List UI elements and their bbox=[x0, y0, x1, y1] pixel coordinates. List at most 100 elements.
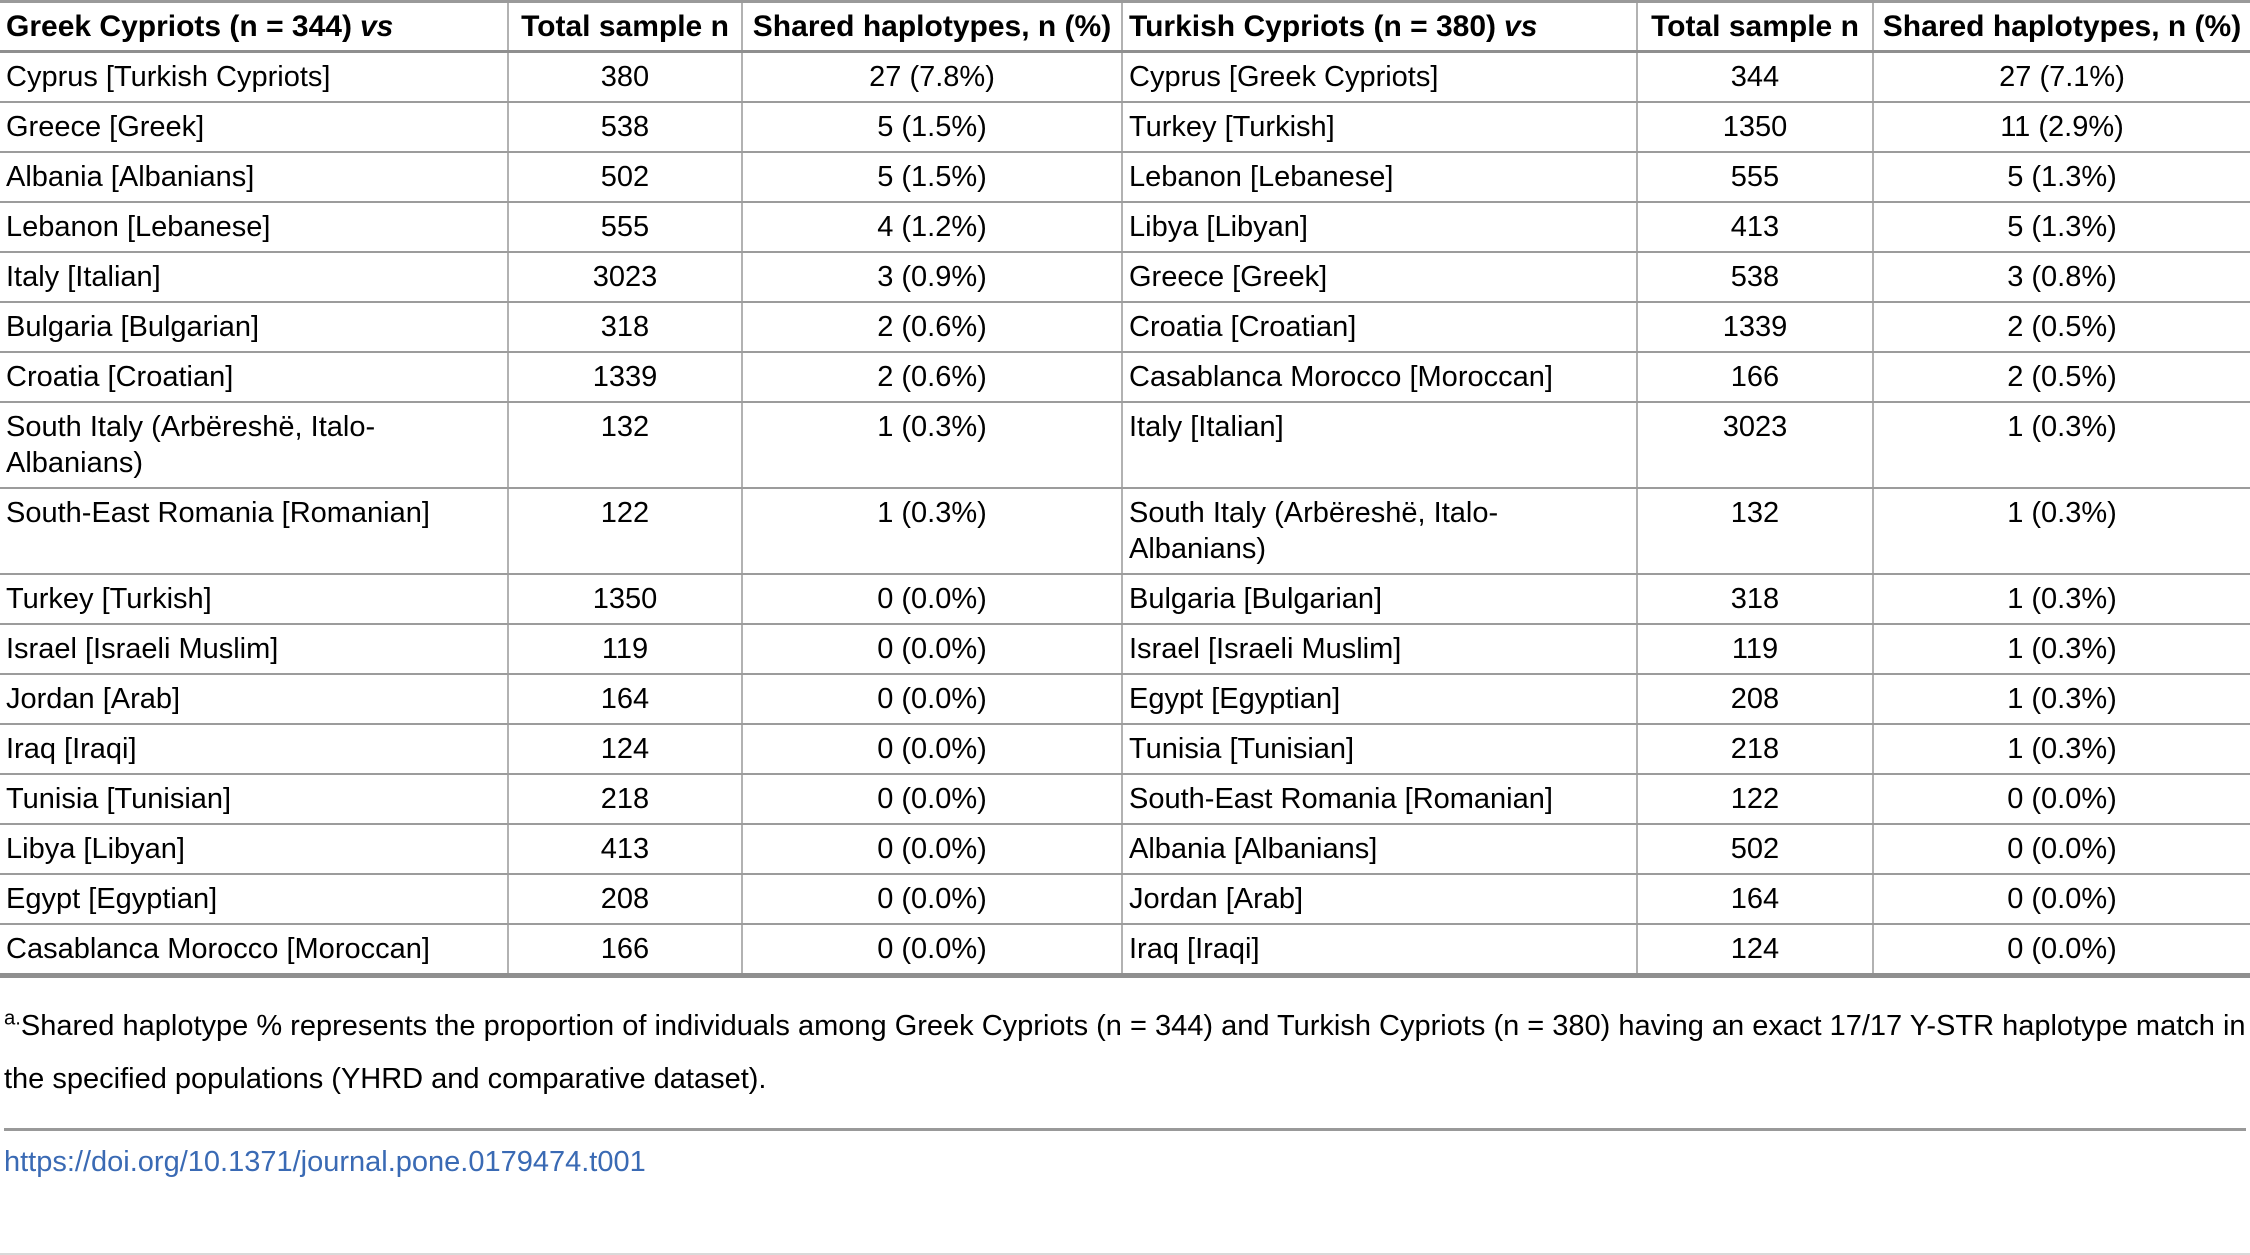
tc-population-cell: Italy [Italian] bbox=[1121, 402, 1637, 489]
doi-link[interactable]: https://doi.org/10.1371/journal.pone.017… bbox=[4, 1146, 646, 1178]
gc-total-sample-cell: 3023 bbox=[507, 252, 742, 303]
header-row: Greek Cypriots (n = 344) vs Total sample … bbox=[0, 1, 2250, 53]
tc-population-cell: Iraq [Iraqi] bbox=[1121, 924, 1637, 977]
gc-shared-haplotypes-cell: 0 (0.0%) bbox=[741, 774, 1122, 825]
tc-total-sample-cell: 119 bbox=[1636, 624, 1873, 675]
header-vs-label: vs bbox=[359, 10, 394, 43]
tc-shared-haplotypes-cell: 0 (0.0%) bbox=[1872, 774, 2250, 825]
tc-population-cell: South-East Romania [Romanian] bbox=[1121, 774, 1637, 825]
tc-total-sample-cell: 318 bbox=[1636, 574, 1873, 625]
gc-total-sample-cell: 555 bbox=[507, 202, 742, 253]
gc-total-sample-cell: 1339 bbox=[507, 352, 742, 403]
gc-population-cell: Croatia [Croatian] bbox=[0, 352, 508, 403]
tc-total-sample-cell: 1339 bbox=[1636, 302, 1873, 353]
gc-shared-haplotypes-cell: 5 (1.5%) bbox=[741, 152, 1122, 203]
tc-shared-haplotypes-cell: 1 (0.3%) bbox=[1872, 488, 2250, 575]
tc-shared-haplotypes-cell: 1 (0.3%) bbox=[1872, 724, 2250, 775]
gc-shared-haplotypes-cell: 0 (0.0%) bbox=[741, 624, 1122, 675]
gc-population-cell: Israel [Israeli Muslim] bbox=[0, 624, 508, 675]
tc-total-sample-cell: 413 bbox=[1636, 202, 1873, 253]
tc-population-cell: Casablanca Morocco [Moroccan] bbox=[1121, 352, 1637, 403]
gc-total-sample-cell: 380 bbox=[507, 51, 742, 103]
gc-total-sample-cell: 538 bbox=[507, 102, 742, 153]
gc-population-cell: Lebanon [Lebanese] bbox=[0, 202, 508, 253]
table-row: Egypt [Egyptian] 208 0 (0.0%) Jordan [Ar… bbox=[0, 874, 2250, 925]
table-footnote: a.Shared haplotype % represents the prop… bbox=[4, 1000, 2246, 1131]
gc-shared-haplotypes-cell: 2 (0.6%) bbox=[741, 352, 1122, 403]
header-total-sample-right: Total sample n bbox=[1636, 1, 1873, 53]
tc-shared-haplotypes-cell: 5 (1.3%) bbox=[1872, 152, 2250, 203]
tc-shared-haplotypes-cell: 0 (0.0%) bbox=[1872, 924, 2250, 977]
table-row: Cyprus [Turkish Cypriots] 380 27 (7.8%) … bbox=[0, 51, 2250, 103]
tc-population-cell: Egypt [Egyptian] bbox=[1121, 674, 1637, 725]
header-greek-cypriots: Greek Cypriots (n = 344) vs bbox=[0, 1, 508, 53]
tc-population-cell: Cyprus [Greek Cypriots] bbox=[1121, 51, 1637, 103]
table-row: Tunisia [Tunisian] 218 0 (0.0%) South-Ea… bbox=[0, 774, 2250, 825]
tc-shared-haplotypes-cell: 1 (0.3%) bbox=[1872, 402, 2250, 489]
tc-total-sample-cell: 1350 bbox=[1636, 102, 1873, 153]
tc-total-sample-cell: 3023 bbox=[1636, 402, 1873, 489]
gc-population-cell: Libya [Libyan] bbox=[0, 824, 508, 875]
gc-shared-haplotypes-cell: 1 (0.3%) bbox=[741, 488, 1122, 575]
table-row: Iraq [Iraqi] 124 0 (0.0%) Tunisia [Tunis… bbox=[0, 724, 2250, 775]
gc-total-sample-cell: 164 bbox=[507, 674, 742, 725]
table-row: Jordan [Arab] 164 0 (0.0%) Egypt [Egypti… bbox=[0, 674, 2250, 725]
tc-population-cell: Turkey [Turkish] bbox=[1121, 102, 1637, 153]
table-row: Casablanca Morocco [Moroccan] 166 0 (0.0… bbox=[0, 924, 2250, 977]
table-row: Italy [Italian] 3023 3 (0.9%) Greece [Gr… bbox=[0, 252, 2250, 303]
header-greek-label: Greek Cypriots (n = 344) bbox=[6, 10, 352, 43]
gc-total-sample-cell: 119 bbox=[507, 624, 742, 675]
gc-total-sample-cell: 1350 bbox=[507, 574, 742, 625]
table-row: Greece [Greek] 538 5 (1.5%) Turkey [Turk… bbox=[0, 102, 2250, 153]
footnote-marker: a. bbox=[4, 1007, 21, 1030]
gc-population-cell: Turkey [Turkish] bbox=[0, 574, 508, 625]
table-row: Albania [Albanians] 502 5 (1.5%) Lebanon… bbox=[0, 152, 2250, 203]
gc-shared-haplotypes-cell: 0 (0.0%) bbox=[741, 674, 1122, 725]
tc-population-cell: Lebanon [Lebanese] bbox=[1121, 152, 1637, 203]
table-row: South-East Romania [Romanian] 122 1 (0.3… bbox=[0, 488, 2250, 575]
tc-shared-haplotypes-cell: 1 (0.3%) bbox=[1872, 624, 2250, 675]
gc-population-cell: Egypt [Egyptian] bbox=[0, 874, 508, 925]
doi-row: https://doi.org/10.1371/journal.pone.017… bbox=[4, 1131, 2246, 1179]
gc-shared-haplotypes-cell: 2 (0.6%) bbox=[741, 302, 1122, 353]
tc-population-cell: Albania [Albanians] bbox=[1121, 824, 1637, 875]
gc-total-sample-cell: 208 bbox=[507, 874, 742, 925]
gc-population-cell: South-East Romania [Romanian] bbox=[0, 488, 508, 575]
gc-shared-haplotypes-cell: 5 (1.5%) bbox=[741, 102, 1122, 153]
tc-population-cell: Greece [Greek] bbox=[1121, 252, 1637, 303]
gc-shared-haplotypes-cell: 0 (0.0%) bbox=[741, 724, 1122, 775]
header-shared-left: Shared haplotypes, n (%) bbox=[741, 1, 1122, 53]
gc-total-sample-cell: 132 bbox=[507, 402, 742, 489]
gc-shared-haplotypes-cell: 3 (0.9%) bbox=[741, 252, 1122, 303]
gc-population-cell: Iraq [Iraqi] bbox=[0, 724, 508, 775]
tc-shared-haplotypes-cell: 1 (0.3%) bbox=[1872, 574, 2250, 625]
table-header: Greek Cypriots (n = 344) vs Total sample … bbox=[0, 1, 2250, 53]
tc-population-cell: South Italy (Arbëreshë, Italo-Albanians) bbox=[1121, 488, 1637, 575]
gc-total-sample-cell: 124 bbox=[507, 724, 742, 775]
gc-population-cell: Casablanca Morocco [Moroccan] bbox=[0, 924, 508, 977]
tc-population-cell: Bulgaria [Bulgarian] bbox=[1121, 574, 1637, 625]
tc-population-cell: Tunisia [Tunisian] bbox=[1121, 724, 1637, 775]
tc-shared-haplotypes-cell: 5 (1.3%) bbox=[1872, 202, 2250, 253]
header-shared-right: Shared haplotypes, n (%) bbox=[1872, 1, 2250, 53]
tc-shared-haplotypes-cell: 1 (0.3%) bbox=[1872, 674, 2250, 725]
gc-shared-haplotypes-cell: 4 (1.2%) bbox=[741, 202, 1122, 253]
table-row: Israel [Israeli Muslim] 119 0 (0.0%) Isr… bbox=[0, 624, 2250, 675]
tc-total-sample-cell: 218 bbox=[1636, 724, 1873, 775]
gc-population-cell: Bulgaria [Bulgarian] bbox=[0, 302, 508, 353]
table-row: Lebanon [Lebanese] 555 4 (1.2%) Libya [L… bbox=[0, 202, 2250, 253]
gc-shared-haplotypes-cell: 0 (0.0%) bbox=[741, 574, 1122, 625]
header-turkish-cypriots: Turkish Cypriots (n = 380) vs bbox=[1121, 1, 1637, 53]
gc-population-cell: Greece [Greek] bbox=[0, 102, 508, 153]
gc-total-sample-cell: 413 bbox=[507, 824, 742, 875]
tc-shared-haplotypes-cell: 2 (0.5%) bbox=[1872, 352, 2250, 403]
tc-shared-haplotypes-cell: 0 (0.0%) bbox=[1872, 824, 2250, 875]
tc-population-cell: Libya [Libyan] bbox=[1121, 202, 1637, 253]
tc-population-cell: Israel [Israeli Muslim] bbox=[1121, 624, 1637, 675]
table-row: Libya [Libyan] 413 0 (0.0%) Albania [Alb… bbox=[0, 824, 2250, 875]
gc-total-sample-cell: 502 bbox=[507, 152, 742, 203]
gc-population-cell: Italy [Italian] bbox=[0, 252, 508, 303]
header-total-sample-left: Total sample n bbox=[507, 1, 742, 53]
tc-shared-haplotypes-cell: 11 (2.9%) bbox=[1872, 102, 2250, 153]
